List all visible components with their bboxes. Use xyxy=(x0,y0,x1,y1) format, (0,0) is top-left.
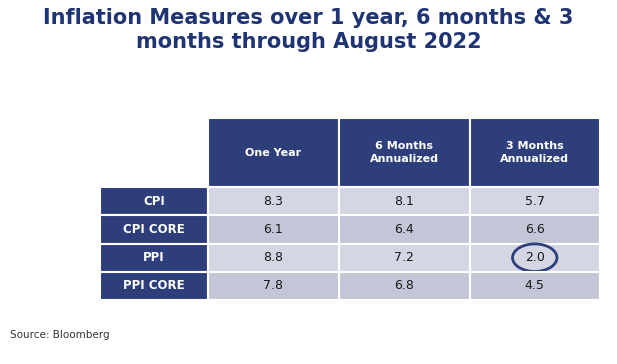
Text: 4.5: 4.5 xyxy=(525,280,545,292)
FancyBboxPatch shape xyxy=(100,272,207,300)
Text: 6.8: 6.8 xyxy=(394,280,414,292)
Text: 3 Months
Annualized: 3 Months Annualized xyxy=(500,141,569,164)
FancyBboxPatch shape xyxy=(339,215,470,244)
FancyBboxPatch shape xyxy=(207,118,339,187)
FancyBboxPatch shape xyxy=(339,272,470,300)
Text: 6.1: 6.1 xyxy=(263,223,283,236)
FancyBboxPatch shape xyxy=(339,118,470,187)
FancyBboxPatch shape xyxy=(470,118,600,187)
FancyBboxPatch shape xyxy=(100,215,207,244)
FancyBboxPatch shape xyxy=(207,215,339,244)
FancyBboxPatch shape xyxy=(100,118,207,187)
Text: 6 Months
Annualized: 6 Months Annualized xyxy=(370,141,439,164)
Text: 7.2: 7.2 xyxy=(394,251,414,264)
FancyBboxPatch shape xyxy=(207,187,339,215)
FancyBboxPatch shape xyxy=(100,244,207,272)
Text: 8.8: 8.8 xyxy=(263,251,283,264)
Text: 2.0: 2.0 xyxy=(525,251,545,264)
Text: 8.1: 8.1 xyxy=(394,195,414,208)
Text: Inflation Measures over 1 year, 6 months & 3
months through August 2022: Inflation Measures over 1 year, 6 months… xyxy=(43,8,574,52)
Text: CPI: CPI xyxy=(143,195,165,208)
FancyBboxPatch shape xyxy=(100,187,207,215)
Text: CPI CORE: CPI CORE xyxy=(123,223,184,236)
FancyBboxPatch shape xyxy=(339,187,470,215)
Text: PPI: PPI xyxy=(143,251,165,264)
Text: 6.4: 6.4 xyxy=(394,223,414,236)
Text: Source: Bloomberg: Source: Bloomberg xyxy=(10,330,110,340)
FancyBboxPatch shape xyxy=(470,272,600,300)
FancyBboxPatch shape xyxy=(470,215,600,244)
FancyBboxPatch shape xyxy=(207,244,339,272)
FancyBboxPatch shape xyxy=(470,187,600,215)
Text: 5.7: 5.7 xyxy=(524,195,545,208)
FancyBboxPatch shape xyxy=(207,272,339,300)
Text: One Year: One Year xyxy=(245,147,301,158)
Text: 8.3: 8.3 xyxy=(263,195,283,208)
Text: PPI CORE: PPI CORE xyxy=(123,280,184,292)
Text: 7.8: 7.8 xyxy=(263,280,283,292)
Text: 6.6: 6.6 xyxy=(525,223,545,236)
FancyBboxPatch shape xyxy=(470,244,600,272)
FancyBboxPatch shape xyxy=(339,244,470,272)
